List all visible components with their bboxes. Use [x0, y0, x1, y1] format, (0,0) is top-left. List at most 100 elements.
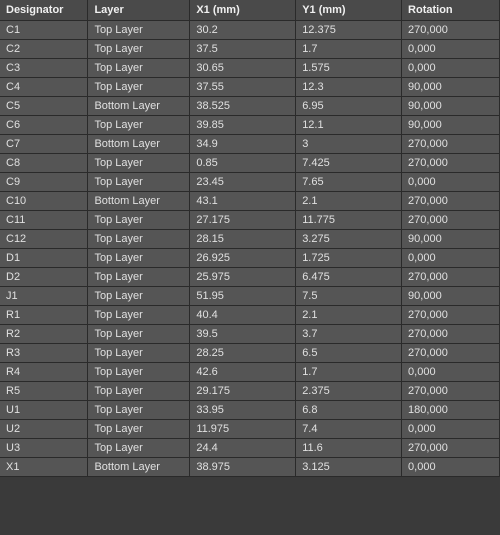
cell-designator[interactable]: U2: [0, 420, 88, 439]
cell-rotation[interactable]: 0,000: [402, 40, 500, 59]
cell-layer[interactable]: Bottom Layer: [88, 458, 190, 477]
cell-x1[interactable]: 42.6: [190, 363, 296, 382]
cell-y1[interactable]: 3.7: [296, 325, 402, 344]
cell-layer[interactable]: Top Layer: [88, 230, 190, 249]
cell-designator[interactable]: C2: [0, 40, 88, 59]
table-row[interactable]: C2Top Layer37.51.70,000: [0, 40, 500, 59]
cell-y1[interactable]: 7.4: [296, 420, 402, 439]
cell-y1[interactable]: 3.125: [296, 458, 402, 477]
cell-x1[interactable]: 30.65: [190, 59, 296, 78]
cell-y1[interactable]: 6.95: [296, 97, 402, 116]
cell-x1[interactable]: 28.25: [190, 344, 296, 363]
cell-designator[interactable]: U1: [0, 401, 88, 420]
cell-x1[interactable]: 33.95: [190, 401, 296, 420]
table-row[interactable]: X1Bottom Layer38.9753.1250,000: [0, 458, 500, 477]
cell-designator[interactable]: X1: [0, 458, 88, 477]
cell-y1[interactable]: 1.725: [296, 249, 402, 268]
cell-rotation[interactable]: 270,000: [402, 439, 500, 458]
table-row[interactable]: D1Top Layer26.9251.7250,000: [0, 249, 500, 268]
table-row[interactable]: U1Top Layer33.956.8180,000: [0, 401, 500, 420]
table-row[interactable]: C7Bottom Layer34.93270,000: [0, 135, 500, 154]
column-header-layer[interactable]: Layer: [88, 0, 190, 21]
cell-y1[interactable]: 1.7: [296, 363, 402, 382]
cell-designator[interactable]: C4: [0, 78, 88, 97]
table-row[interactable]: R2Top Layer39.53.7270,000: [0, 325, 500, 344]
cell-layer[interactable]: Bottom Layer: [88, 97, 190, 116]
cell-layer[interactable]: Top Layer: [88, 325, 190, 344]
cell-rotation[interactable]: 90,000: [402, 116, 500, 135]
cell-x1[interactable]: 43.1: [190, 192, 296, 211]
table-row[interactable]: C11Top Layer27.17511.775270,000: [0, 211, 500, 230]
cell-y1[interactable]: 3: [296, 135, 402, 154]
cell-designator[interactable]: D2: [0, 268, 88, 287]
cell-y1[interactable]: 12.1: [296, 116, 402, 135]
cell-x1[interactable]: 37.5: [190, 40, 296, 59]
cell-x1[interactable]: 11.975: [190, 420, 296, 439]
cell-y1[interactable]: 7.425: [296, 154, 402, 173]
cell-designator[interactable]: C11: [0, 211, 88, 230]
table-row[interactable]: D2Top Layer25.9756.475270,000: [0, 268, 500, 287]
cell-rotation[interactable]: 90,000: [402, 97, 500, 116]
cell-y1[interactable]: 1.575: [296, 59, 402, 78]
cell-layer[interactable]: Top Layer: [88, 401, 190, 420]
cell-layer[interactable]: Top Layer: [88, 40, 190, 59]
cell-layer[interactable]: Top Layer: [88, 363, 190, 382]
cell-layer[interactable]: Top Layer: [88, 306, 190, 325]
cell-y1[interactable]: 12.3: [296, 78, 402, 97]
cell-x1[interactable]: 39.5: [190, 325, 296, 344]
table-row[interactable]: U3Top Layer24.411.6270,000: [0, 439, 500, 458]
table-row[interactable]: R5Top Layer29.1752.375270,000: [0, 382, 500, 401]
cell-layer[interactable]: Top Layer: [88, 21, 190, 40]
cell-designator[interactable]: C9: [0, 173, 88, 192]
cell-rotation[interactable]: 0,000: [402, 59, 500, 78]
cell-x1[interactable]: 23.45: [190, 173, 296, 192]
cell-designator[interactable]: U3: [0, 439, 88, 458]
cell-rotation[interactable]: 270,000: [402, 135, 500, 154]
cell-layer[interactable]: Top Layer: [88, 439, 190, 458]
cell-rotation[interactable]: 180,000: [402, 401, 500, 420]
cell-layer[interactable]: Top Layer: [88, 382, 190, 401]
cell-x1[interactable]: 40.4: [190, 306, 296, 325]
cell-x1[interactable]: 37.55: [190, 78, 296, 97]
cell-layer[interactable]: Top Layer: [88, 249, 190, 268]
cell-y1[interactable]: 11.6: [296, 439, 402, 458]
table-row[interactable]: C1Top Layer30.212.375270,000: [0, 21, 500, 40]
cell-designator[interactable]: R1: [0, 306, 88, 325]
cell-rotation[interactable]: 270,000: [402, 21, 500, 40]
cell-rotation[interactable]: 270,000: [402, 344, 500, 363]
table-row[interactable]: C3Top Layer30.651.5750,000: [0, 59, 500, 78]
cell-y1[interactable]: 11.775: [296, 211, 402, 230]
cell-y1[interactable]: 12.375: [296, 21, 402, 40]
table-row[interactable]: C10Bottom Layer43.12.1270,000: [0, 192, 500, 211]
cell-x1[interactable]: 30.2: [190, 21, 296, 40]
cell-layer[interactable]: Bottom Layer: [88, 192, 190, 211]
cell-rotation[interactable]: 0,000: [402, 458, 500, 477]
cell-y1[interactable]: 3.275: [296, 230, 402, 249]
cell-layer[interactable]: Top Layer: [88, 173, 190, 192]
cell-layer[interactable]: Top Layer: [88, 287, 190, 306]
cell-designator[interactable]: C6: [0, 116, 88, 135]
cell-x1[interactable]: 27.175: [190, 211, 296, 230]
cell-designator[interactable]: R4: [0, 363, 88, 382]
cell-rotation[interactable]: 270,000: [402, 382, 500, 401]
column-header-rotation[interactable]: Rotation: [402, 0, 500, 21]
cell-layer[interactable]: Bottom Layer: [88, 135, 190, 154]
cell-y1[interactable]: 7.5: [296, 287, 402, 306]
column-header-y1[interactable]: Y1 (mm): [296, 0, 402, 21]
cell-designator[interactable]: C7: [0, 135, 88, 154]
cell-layer[interactable]: Top Layer: [88, 78, 190, 97]
cell-x1[interactable]: 25.975: [190, 268, 296, 287]
cell-rotation[interactable]: 270,000: [402, 192, 500, 211]
cell-rotation[interactable]: 0,000: [402, 173, 500, 192]
cell-y1[interactable]: 2.375: [296, 382, 402, 401]
table-row[interactable]: C9Top Layer23.457.650,000: [0, 173, 500, 192]
table-row[interactable]: R3Top Layer28.256.5270,000: [0, 344, 500, 363]
table-row[interactable]: R1Top Layer40.42.1270,000: [0, 306, 500, 325]
table-row[interactable]: U2Top Layer11.9757.40,000: [0, 420, 500, 439]
cell-x1[interactable]: 38.525: [190, 97, 296, 116]
cell-layer[interactable]: Top Layer: [88, 211, 190, 230]
cell-y1[interactable]: 2.1: [296, 306, 402, 325]
cell-x1[interactable]: 0.85: [190, 154, 296, 173]
cell-designator[interactable]: C8: [0, 154, 88, 173]
cell-rotation[interactable]: 90,000: [402, 78, 500, 97]
